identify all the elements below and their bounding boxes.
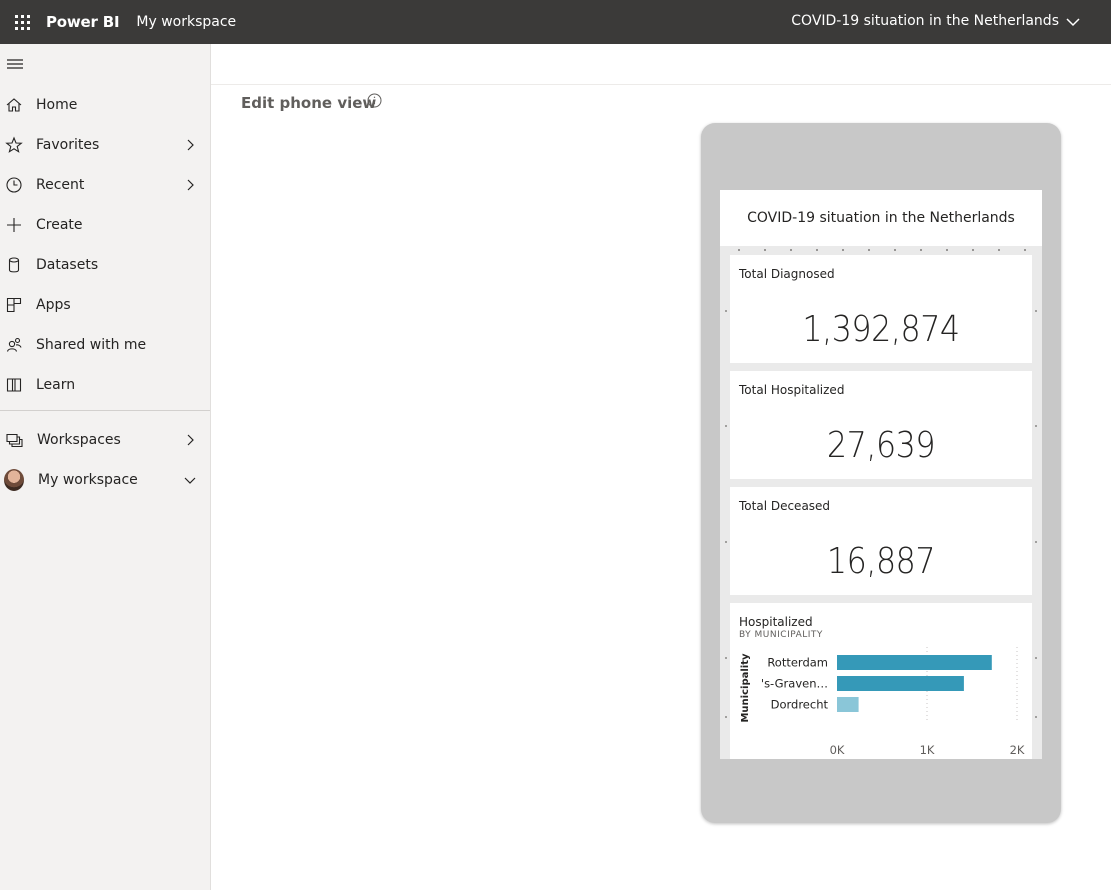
phone-report-title-text: COVID-19 situation in the Netherlands [747, 210, 1015, 226]
y-axis-title: Municipality [740, 653, 751, 723]
category-label: Rotterdam [767, 656, 828, 670]
nav-item-learn[interactable]: Learn [0, 367, 210, 403]
card-total-hospitalized[interactable]: Total Hospitalized 27,639 [730, 371, 1032, 479]
card-title: Total Deceased [739, 499, 831, 513]
bar-2 [837, 676, 964, 691]
chart-subtitle: BY MUNICIPALITY [739, 630, 823, 640]
chevron-right-icon[interactable] [184, 179, 196, 191]
home-icon [6, 98, 22, 112]
nav-label: Recent [36, 177, 85, 193]
star-icon [5, 136, 23, 153]
avatar [4, 469, 24, 491]
app-launcher-button[interactable] [0, 0, 44, 44]
chevron-down-icon[interactable] [1065, 14, 1081, 30]
report-title[interactable]: COVID-19 situation in the Netherlands [791, 13, 1059, 29]
workspace-breadcrumb[interactable]: My workspace [136, 14, 237, 30]
page-title: Edit phone view [241, 94, 377, 112]
nav-item-home[interactable]: Home [0, 87, 210, 123]
phone-report-title[interactable]: COVID-19 situation in the Netherlands [720, 190, 1042, 246]
waffle-icon [14, 14, 30, 30]
database-icon [8, 257, 20, 273]
nav-item-recent[interactable]: Recent [0, 167, 210, 203]
workspaces-icon [6, 433, 23, 448]
x-tick-label: 1K [920, 743, 935, 757]
app-name[interactable]: Power BI [46, 13, 120, 31]
x-tick-label: 2K [1010, 743, 1025, 757]
left-nav: Home Favorites Recent Create Datasets [0, 44, 211, 890]
top-bar: Power BI My workspace COVID-19 situation… [0, 0, 1111, 44]
bar-1 [837, 655, 992, 670]
grid-dots [720, 248, 1042, 252]
apps-icon [6, 297, 22, 313]
resize-dot [725, 310, 727, 312]
chevron-right-icon[interactable] [184, 434, 196, 446]
card-total-diagnosed[interactable]: Total Diagnosed 1,392,874 [730, 255, 1032, 363]
toolbar-divider [211, 84, 1111, 85]
hamburger-icon[interactable] [6, 57, 24, 71]
nav-label: Datasets [36, 257, 99, 273]
nav-item-create[interactable]: Create [0, 207, 210, 243]
nav-label: Favorites [36, 137, 100, 153]
nav-label: Learn [36, 377, 76, 393]
card-total-deceased[interactable]: Total Deceased 16,887 [730, 487, 1032, 595]
resize-dot [1035, 425, 1037, 427]
card-value: 1,392,874 [802, 309, 960, 350]
nav-item-datasets[interactable]: Datasets [0, 247, 210, 283]
bar-3 [837, 697, 859, 712]
nav-label: My workspace [38, 472, 138, 488]
nav-item-my-workspace[interactable]: My workspace [0, 462, 210, 498]
resize-dot [725, 716, 727, 718]
nav-item-apps[interactable]: Apps [0, 287, 210, 323]
resize-dot [725, 541, 727, 543]
phone-frame: COVID-19 situation in the Netherlands To… [701, 123, 1061, 823]
card-value: 16,887 [826, 541, 936, 582]
category-label: Dordrecht [771, 698, 829, 712]
resize-dot [1035, 541, 1037, 543]
category-label: 's-Graven… [761, 677, 828, 691]
book-icon [6, 378, 22, 392]
card-title: Total Hospitalized [739, 383, 845, 397]
resize-dot [725, 657, 727, 659]
resize-dot [725, 425, 727, 427]
nav-label: Apps [36, 297, 71, 313]
bar-chart: Municipality Rotterdam 's-Graven… Dordrecht… [740, 647, 1025, 757]
info-icon[interactable] [367, 93, 382, 108]
chevron-down-icon[interactable] [184, 474, 196, 486]
shared-icon [6, 337, 22, 352]
nav-label: Home [36, 97, 78, 113]
resize-dot [1035, 657, 1037, 659]
resize-dot [1035, 716, 1037, 718]
chevron-right-icon[interactable] [184, 139, 196, 151]
card-title: Total Diagnosed [739, 267, 835, 281]
chart-title: Hospitalized [739, 615, 813, 629]
plus-icon [7, 218, 21, 232]
nav-item-workspaces[interactable]: Workspaces [0, 422, 210, 458]
nav-label: Workspaces [37, 432, 121, 448]
phone-canvas: COVID-19 situation in the Netherlands To… [720, 190, 1042, 759]
card-value: 27,639 [826, 425, 936, 466]
nav-label: Shared with me [36, 337, 147, 353]
resize-dot [1035, 310, 1037, 312]
nav-item-favorites[interactable]: Favorites [0, 127, 210, 163]
nav-label: Create [36, 217, 83, 233]
clock-icon [6, 177, 22, 193]
chart-hospitalized-by-municipality[interactable]: Hospitalized BY MUNICIPALITY Municipalit… [730, 603, 1032, 759]
x-tick-label: 0K [830, 743, 845, 757]
nav-item-shared-with-me[interactable]: Shared with me [0, 327, 210, 363]
nav-divider [0, 410, 210, 411]
